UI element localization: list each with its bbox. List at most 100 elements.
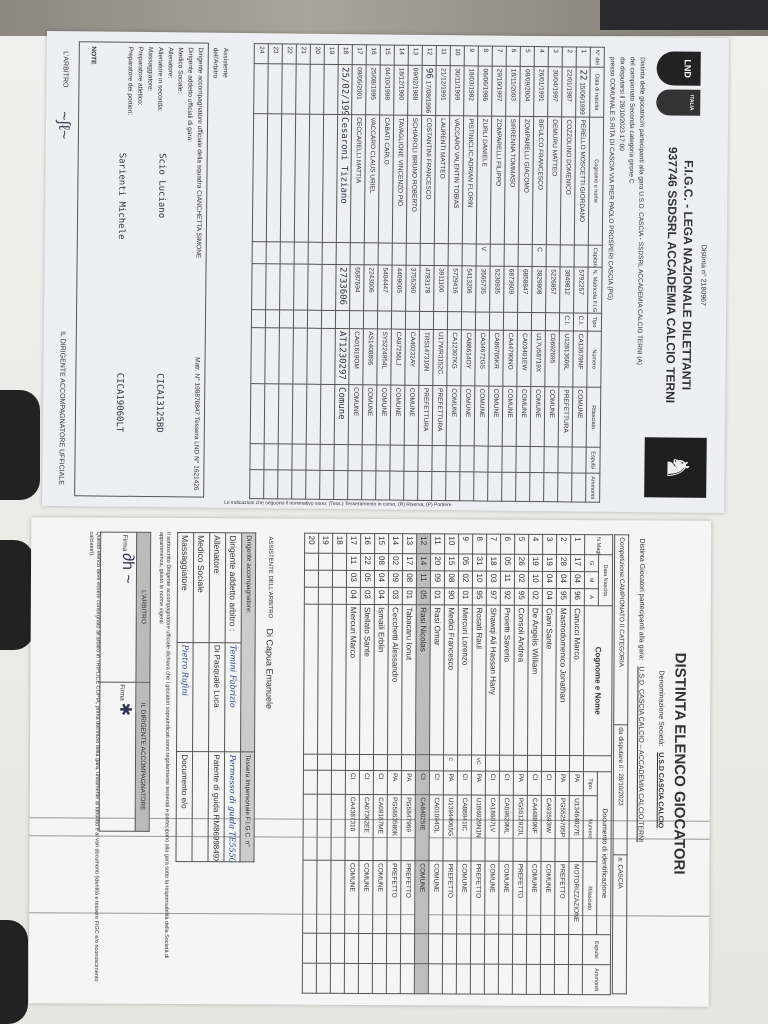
document-type (377, 310, 392, 330)
player-name: Proietti Saverio (499, 605, 515, 756)
birth-day: 28 (556, 554, 571, 572)
expelled (417, 445, 433, 472)
player-name: Carucci Marco (569, 605, 585, 756)
birth-date: 08/09/2004 (519, 66, 535, 117)
birth-day (318, 553, 333, 571)
document-number: CA88614OY (460, 329, 476, 386)
signature-table: L'ARBITRO IL DIRIGENTE ACCOMPAGNATORE Fir… (99, 532, 152, 832)
shirt-number: 6 (500, 534, 515, 555)
notes-label: NOTE (89, 46, 97, 65)
captain-mark (420, 243, 435, 266)
staff-document-type: Documento e/o (179, 754, 190, 809)
captain-mark: V (476, 243, 491, 267)
birth-month: 05 (360, 570, 375, 588)
document-issuer: COMUNE (344, 860, 359, 934)
document-type (517, 312, 532, 331)
player-name: Mastrodomenico Jonathan (555, 605, 571, 756)
birth-date-text: 30/04/1997 (551, 69, 559, 102)
document-number: PG5663580K (386, 794, 402, 861)
document-number: CA01619OM (348, 328, 364, 385)
document-number: CA09629ML (498, 795, 514, 862)
staff-row: Medico Sociale (191, 532, 210, 862)
row-number: 24 (254, 43, 269, 64)
table-row: 2 28 04 95 Mastrodomenico Jonathan PA PG552570… (554, 534, 571, 995)
staff-document: Permesso di guida TE5550F3X (223, 752, 241, 862)
declaration-text: Il sottoscritto Dirigente accompagnatore… (157, 531, 172, 959)
document-type: CI (415, 770, 430, 795)
row-number: 21 (296, 44, 311, 65)
document-type: CI (373, 770, 388, 795)
expelled (375, 444, 391, 472)
captain-mark (546, 244, 561, 267)
birth-month: 08 (402, 570, 417, 588)
document-type (489, 312, 504, 331)
birth-month: 11 (500, 571, 515, 589)
warned (417, 471, 432, 501)
captain-mark (560, 244, 575, 267)
player-name: PERELLO MOSCETTI GIORDANO (574, 116, 590, 246)
birth-year: 03 (388, 587, 403, 605)
competition: Competizione:CAMPIONATO II CATEGORIA (613, 534, 629, 725)
captain-mark (429, 754, 444, 771)
match-date: da disputare il : 28/10/2023 (613, 724, 628, 855)
player-name (266, 113, 282, 242)
shirt-number: 4 (528, 534, 543, 555)
captain-mark (345, 754, 360, 771)
captain-mark (350, 242, 365, 265)
document-number: CA84025IE (414, 794, 430, 861)
birth-year: 97 (486, 588, 501, 606)
expelled (571, 446, 587, 474)
expelled (442, 933, 457, 964)
birth-date: 18/03/1982 (463, 65, 479, 116)
document-type: PA (471, 771, 486, 796)
warned (347, 470, 362, 500)
player-name: Mercuri Marco (345, 604, 361, 755)
document-number: CA97256LJ (390, 329, 406, 386)
player-name: CABATI CARLO (378, 114, 394, 244)
expelled (347, 444, 363, 471)
staff-document: Patente di guida RM8699849X (207, 751, 225, 862)
document-number (250, 327, 266, 384)
birth-date-text: 15/06/1999 (578, 82, 586, 115)
row-number: 12 (422, 45, 437, 66)
document-issuer: COMUNE (348, 384, 363, 445)
document-issuer: PREFETTURA (558, 386, 573, 447)
warned (445, 471, 460, 501)
document-number: CA88941IC (456, 794, 472, 862)
expelled (529, 446, 545, 473)
birth-month: 04 (556, 571, 571, 589)
staff-document-number: TE5550F3X (227, 831, 237, 862)
document-issuer: COMUNE (502, 386, 517, 447)
birth-date: 25/08/1995 (365, 64, 381, 115)
expelled (431, 445, 447, 472)
assistant-referee-label: ASSISTENTE DELL'ARBITRO (266, 536, 274, 619)
birth-date-text: 22/01/1987 (565, 69, 573, 102)
row-number: 2 (562, 46, 577, 67)
birth-date: 18/11/2003 (505, 66, 521, 117)
club-label: Denominazione Società: (657, 670, 665, 747)
document-type (503, 312, 518, 331)
accompanying-label: Dirigente accompagnatore: (240, 532, 256, 753)
table-row: 15 08 04 04 Ismaili Erblin CI CA09187ME COMUNE (372, 533, 389, 994)
dark-object-left-2 (0, 540, 34, 650)
expelled (459, 445, 475, 472)
birth-year: 95 (556, 588, 571, 606)
handwritten-shirt-number: 96 (424, 67, 435, 79)
row-number: 7 (492, 46, 507, 67)
figc-lnd-player-list-sheet: LND ITALIA ♞ Distinta n° 2180967 F.I.G.C… (42, 30, 729, 514)
captain-mark (392, 243, 407, 266)
birth-month (304, 570, 319, 588)
document-issuer: COMUNE (484, 861, 499, 935)
document-type: PA (401, 770, 416, 795)
document-number: U12813606L (558, 330, 574, 387)
birth-year (332, 587, 347, 605)
warned (470, 964, 485, 995)
col-month: M (584, 571, 599, 589)
expelled (498, 934, 513, 965)
matricola: 2243006 (363, 264, 379, 311)
birth-date (253, 63, 269, 114)
birth-month: 09 (430, 570, 445, 588)
table-row: 19 (316, 533, 333, 994)
document-issuer: COMUNE (460, 385, 475, 446)
warned (498, 964, 513, 995)
